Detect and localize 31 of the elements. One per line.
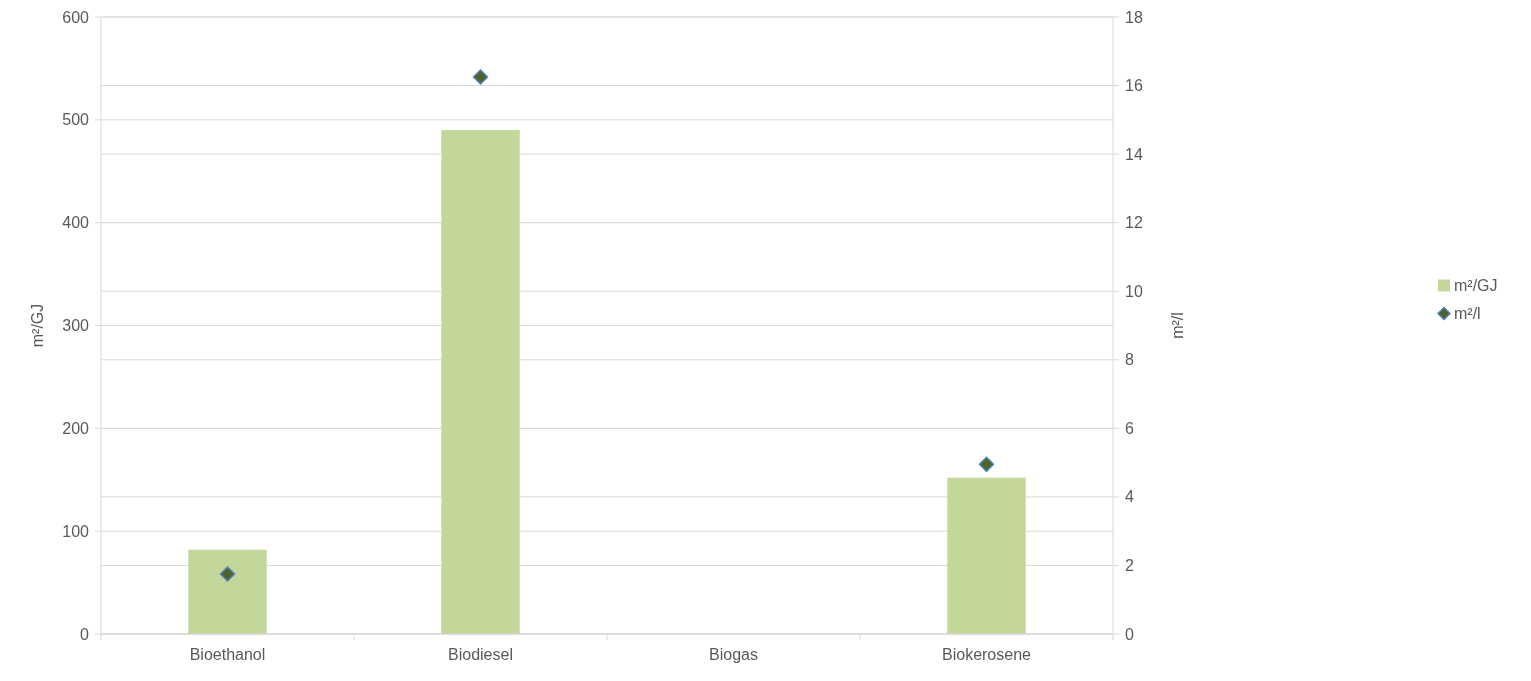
y-tick-label: 100: [62, 522, 90, 540]
y2-tick-label: 0: [1125, 625, 1134, 643]
y-tick-label: 400: [62, 214, 90, 232]
y2-tick-label: 2: [1125, 557, 1134, 575]
y2-tick-label: 8: [1125, 351, 1134, 369]
y-tick-label: 0: [80, 625, 90, 643]
y-axis-title: m²/GJ: [29, 303, 46, 348]
point: [472, 69, 489, 85]
bar: [441, 130, 520, 634]
y-tick-label: 300: [62, 317, 90, 335]
y2-tick-label: 14: [1125, 145, 1143, 163]
y2-tick-label: 4: [1125, 488, 1134, 506]
y-tick-label: 500: [62, 111, 90, 129]
y-tick-label: 600: [62, 8, 90, 26]
x-tick-label: Biokerosene: [942, 646, 1032, 663]
y-tick-label: 200: [62, 419, 90, 437]
x-tick-label: Biodiesel: [448, 646, 513, 663]
point: [978, 456, 995, 473]
x-tick-label: Biogas: [709, 646, 758, 663]
y2-axis-title: m²/l: [1169, 312, 1186, 339]
y2-tick-label: 12: [1125, 214, 1143, 232]
bar: [947, 477, 1026, 634]
y2-tick-label: 16: [1125, 77, 1143, 95]
y2-tick-label: 10: [1125, 282, 1143, 300]
y2-tick-label: 18: [1125, 8, 1143, 26]
legend-label: m²/GJ: [1454, 277, 1498, 295]
point: [219, 566, 236, 582]
x-tick-label: Bioethanol: [189, 646, 266, 663]
y2-tick-label: 6: [1125, 419, 1134, 437]
bar: [188, 549, 267, 634]
legend-label: m²/l: [1454, 305, 1481, 323]
